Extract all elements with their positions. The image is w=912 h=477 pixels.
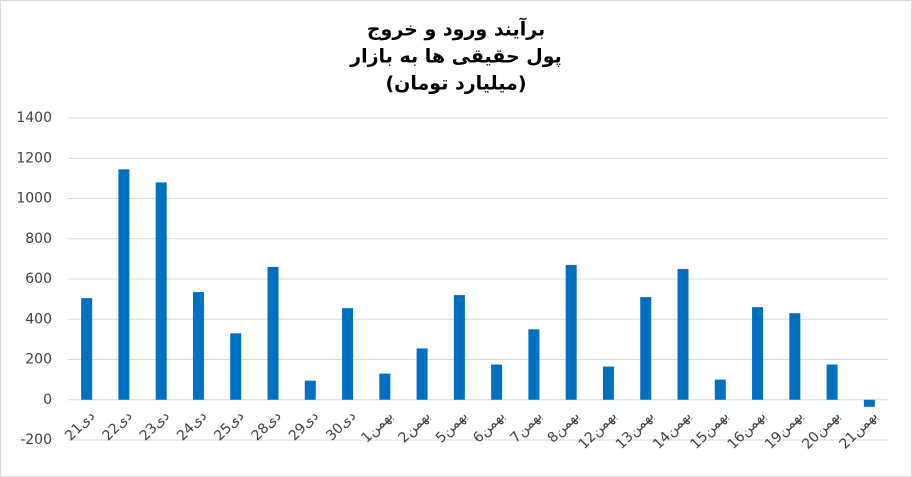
bar [379,373,391,400]
bar [677,268,689,400]
bar [267,266,279,400]
bar [342,308,354,400]
y-tick-label: 1000 [16,191,52,207]
bar [752,307,764,400]
bar [416,348,428,400]
bar [602,366,614,400]
bar [863,399,875,407]
bar [230,333,242,400]
bar [192,292,204,400]
y-tick-label: 1400 [16,110,52,126]
y-tick-label: 0 [43,392,52,408]
bar [789,313,801,400]
chart-title: پول حقیقی ها به بازار [349,46,562,68]
bar [491,364,503,400]
y-tick-label: 200 [25,352,52,368]
chart-title: (میلیارد تومان) [385,73,526,95]
bar [565,264,577,400]
y-tick-label: 400 [25,311,52,327]
bar [640,297,652,400]
bar [155,182,167,400]
bar [81,298,93,400]
bar [304,380,316,400]
y-tick-label: 1200 [16,150,52,166]
y-tick-label: -200 [20,432,52,448]
bar [826,364,838,400]
bar [714,379,726,400]
y-tick-label: 800 [25,231,52,247]
y-tick-label: 600 [25,271,52,287]
bar [528,329,540,400]
bar [453,295,465,400]
chart-title: برآیند ورود و خروج [367,17,545,41]
bar [118,169,130,400]
